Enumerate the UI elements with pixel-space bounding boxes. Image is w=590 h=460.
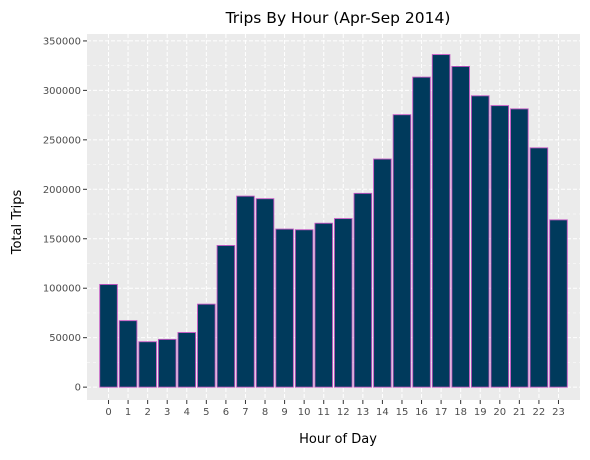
y-tick-label: 100000 [43, 284, 81, 295]
x-tick-label: 13 [356, 407, 369, 418]
x-tick-label: 1 [125, 407, 131, 418]
x-tick-label: 12 [337, 407, 350, 418]
bar-hour-21 [510, 108, 529, 388]
bar-hour-23 [549, 219, 568, 388]
bar-hour-19 [470, 95, 490, 388]
x-axis-title: Hour of Day [299, 432, 377, 447]
x-axis-ticks: 0 1 2 3 4 5 6 7 8 9 10 11 12 13 14 15 16 17 18 19 20 21 22 23 [105, 400, 565, 418]
bar-hour-1 [118, 320, 138, 388]
bar-hour-11 [314, 222, 333, 388]
bar-hour-8 [255, 198, 275, 388]
bar-hour-0 [99, 284, 118, 388]
x-tick-label: 6 [223, 407, 229, 418]
x-tick-label: 21 [513, 407, 526, 418]
y-tick-label: 150000 [43, 234, 81, 245]
bar-hour-10 [294, 229, 314, 388]
x-tick-label: 3 [164, 407, 170, 418]
bar-hour-13 [353, 192, 373, 388]
y-tick-label: 250000 [43, 135, 81, 146]
x-tick-label: 11 [317, 407, 330, 418]
bars [99, 54, 568, 388]
bar-hour-5 [197, 303, 216, 388]
bar-hour-17 [431, 54, 451, 388]
bar-hour-6 [216, 245, 236, 388]
x-tick-label: 2 [144, 407, 150, 418]
x-tick-label: 15 [396, 407, 409, 418]
bar-hour-16 [412, 76, 431, 388]
y-axis-ticks: 0 50000 100000 150000 200000 250000 300000 3500… [43, 36, 87, 394]
bar-hour-3 [157, 338, 177, 388]
x-tick-label: 22 [533, 407, 546, 418]
x-tick-label: 19 [474, 407, 487, 418]
bar-hour-14 [373, 158, 392, 388]
x-tick-label: 4 [184, 407, 190, 418]
bar-hour-18 [451, 65, 470, 388]
x-tick-label: 17 [435, 407, 448, 418]
x-tick-label: 8 [262, 407, 268, 418]
bar-hour-12 [334, 218, 353, 388]
y-tick-label: 350000 [43, 36, 81, 47]
x-tick-label: 9 [281, 407, 287, 418]
x-tick-label: 10 [298, 407, 311, 418]
y-tick-label: 0 [75, 383, 81, 394]
bar-hour-15 [392, 114, 412, 388]
x-tick-label: 5 [203, 407, 209, 418]
x-tick-label: 7 [242, 407, 248, 418]
x-tick-label: 18 [454, 407, 467, 418]
bar-hour-2 [138, 341, 157, 388]
bar-hour-22 [529, 147, 549, 388]
bar-hour-20 [490, 105, 510, 388]
y-tick-label: 50000 [49, 333, 81, 344]
x-tick-label: 23 [552, 407, 565, 418]
x-tick-label: 14 [376, 407, 389, 418]
x-tick-label: 0 [105, 407, 111, 418]
x-tick-label: 16 [415, 407, 428, 418]
bar-hour-7 [236, 195, 255, 388]
bar-hour-9 [275, 228, 294, 388]
chart-title: Trips By Hour (Apr-Sep 2014) [225, 9, 451, 27]
x-tick-label: 20 [493, 407, 506, 418]
y-tick-label: 200000 [43, 185, 81, 196]
y-axis-title: Total Trips [10, 190, 25, 256]
y-tick-label: 300000 [43, 86, 81, 97]
bar-hour-4 [177, 332, 197, 388]
